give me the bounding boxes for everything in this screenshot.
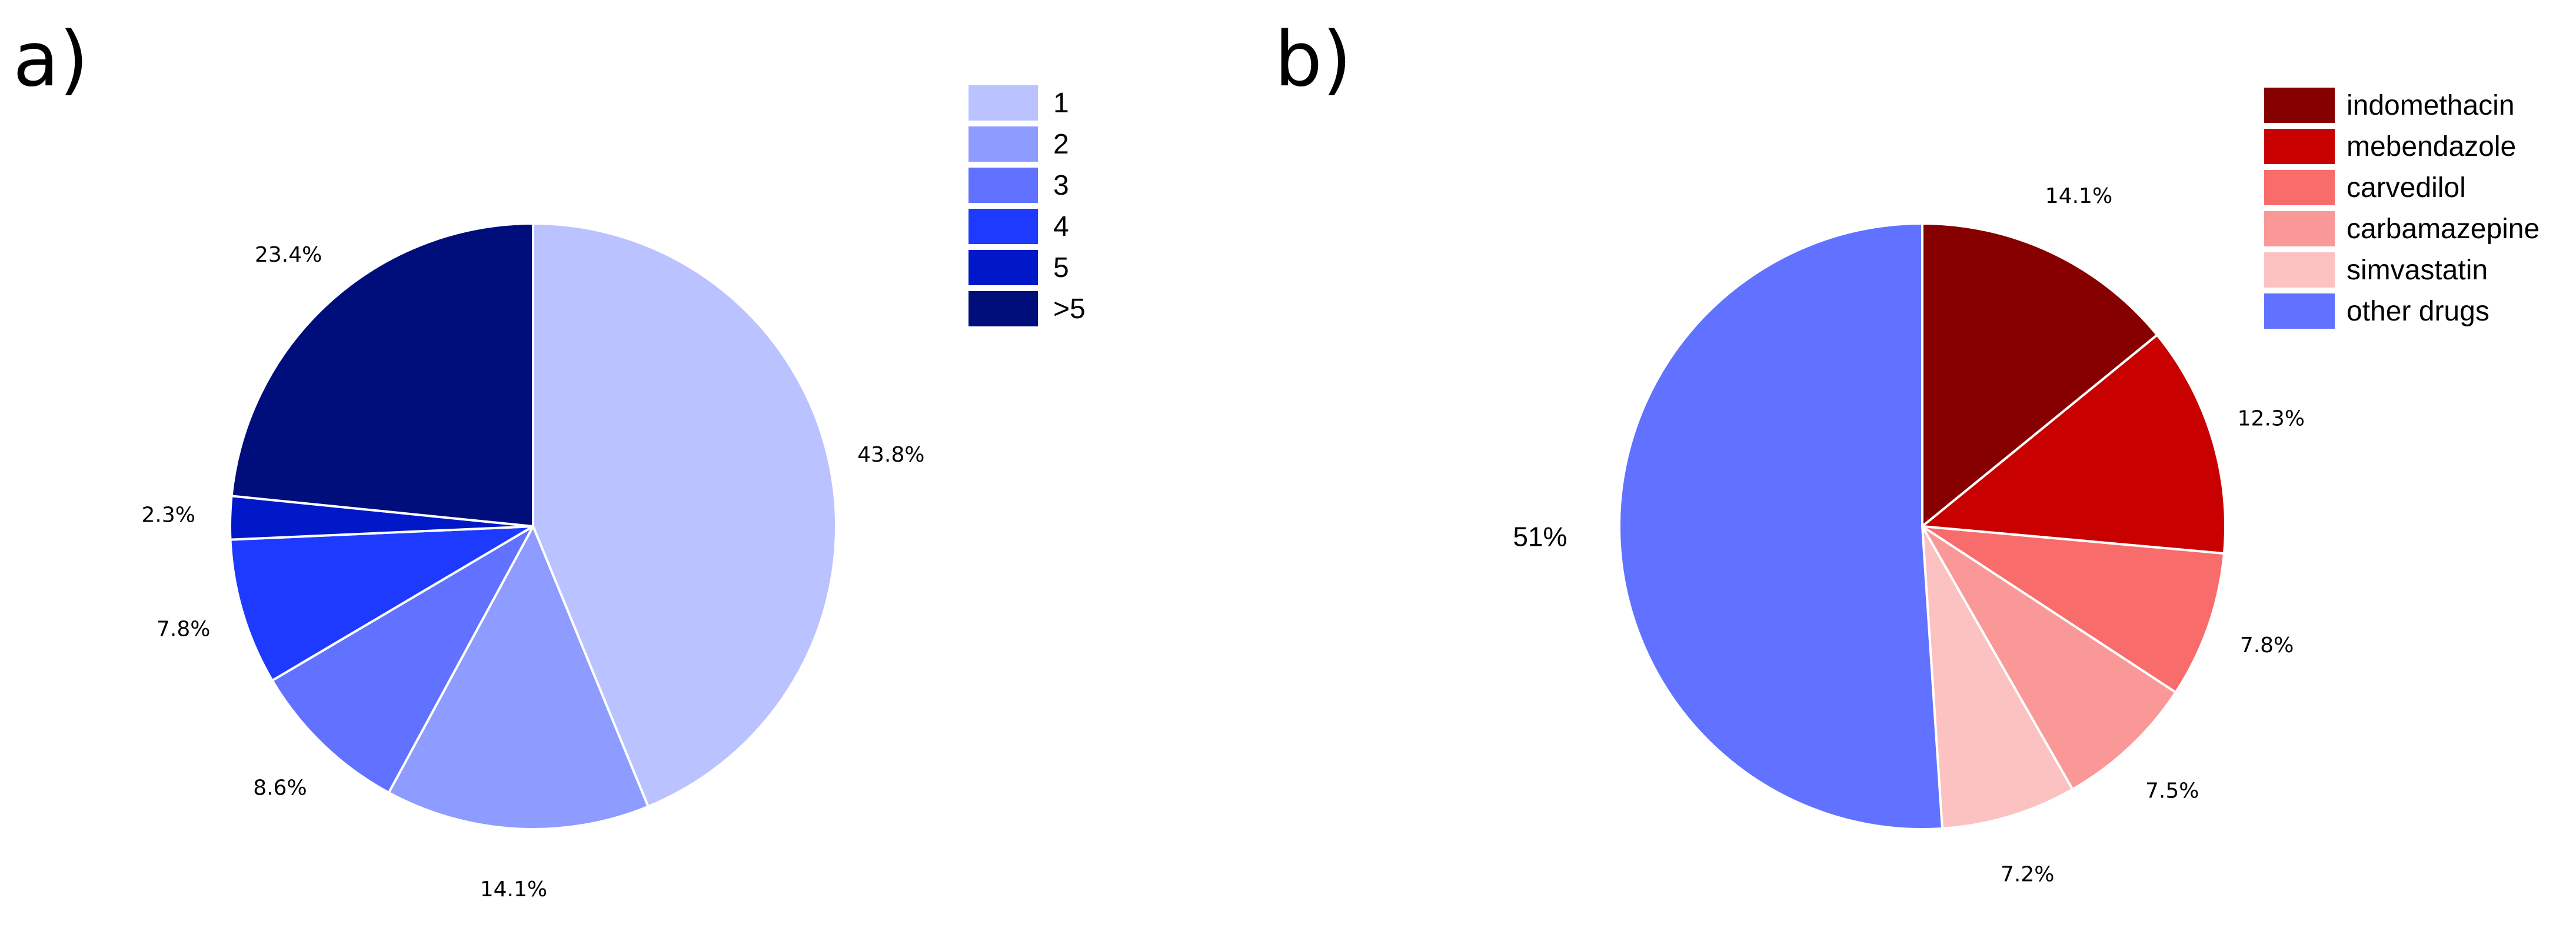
legend-item-simvastatin: simvastatin xyxy=(2264,249,2540,291)
legend-b: indomethacin mebendazole carvedilol carbama… xyxy=(2264,85,2540,332)
slice-label-4: 7.8% xyxy=(157,617,210,642)
legend-swatch-1 xyxy=(969,85,1038,121)
panel-label-a: a) xyxy=(13,16,89,104)
slice-label-other-drugs: 51% xyxy=(1513,522,1567,552)
chart-panel-a: a) 43.8% 14.1% 8.6% 7.8% 2.3% 23.4% 1 2 3 4 5 >5 xyxy=(0,0,1265,928)
pie-slice-other-drugs xyxy=(1618,222,1943,830)
legend-label-2: 2 xyxy=(1053,128,1069,160)
legend-label-5: 5 xyxy=(1053,252,1069,283)
legend-item-1: 1 xyxy=(969,82,1086,123)
pie-slice-3 xyxy=(271,525,534,794)
slice-label-carvedilol: 7.8% xyxy=(2240,633,2294,657)
legend-swatch-carvedilol xyxy=(2264,170,2335,205)
legend-item-4: 4 xyxy=(969,206,1086,247)
legend-swatch-mebendazole xyxy=(2264,129,2335,164)
legend-item-3: 3 xyxy=(969,165,1086,206)
chart-panel-b: b) 14.1% 12.3% 7.8% 7.5% 7.2% 51% indomethaci… xyxy=(1265,0,2576,928)
slice-label-mebendazole: 12.3% xyxy=(2238,406,2305,430)
legend-swatch-indomethacin xyxy=(2264,88,2335,123)
pie-chart-a: 43.8% 14.1% 8.6% 7.8% 2.3% 23.4% xyxy=(142,222,924,902)
legend-item-indomethacin: indomethacin xyxy=(2264,85,2540,126)
pie-slice-2 xyxy=(387,525,650,830)
slice-label-5: 2.3% xyxy=(142,503,195,527)
slice-label-simvastatin: 7.2% xyxy=(2001,863,2054,887)
pie-slice-4 xyxy=(229,525,534,682)
legend-swatch-simvastatin xyxy=(2264,252,2335,288)
legend-label-indomethacin: indomethacin xyxy=(2347,89,2515,121)
legend-item-2: 2 xyxy=(969,123,1086,165)
slice-label-carbamazepine: 7.5% xyxy=(2145,779,2199,803)
pie-slice-gt-5 xyxy=(230,222,534,528)
legend-label-4: 4 xyxy=(1053,211,1069,242)
slice-label-gt-5: 23.4% xyxy=(255,243,322,267)
legend-swatch-4 xyxy=(969,209,1038,244)
legend-swatch-gt-5 xyxy=(969,291,1038,326)
legend-item-gt-5: >5 xyxy=(969,288,1086,329)
panel-label-b: b) xyxy=(1274,16,1352,104)
pie-slice-1 xyxy=(532,222,837,808)
legend-swatch-carbamazepine xyxy=(2264,211,2335,246)
legend-label-gt-5: >5 xyxy=(1053,293,1086,325)
legend-swatch-5 xyxy=(969,250,1038,285)
pie-slice-simvastatin xyxy=(1921,525,2074,830)
slice-label-3: 8.6% xyxy=(253,776,307,800)
legend-swatch-2 xyxy=(969,126,1038,162)
pie-slice-mebendazole xyxy=(1921,333,2226,555)
pie-slice-indomethacin xyxy=(1921,222,2159,528)
legend-label-carbamazepine: carbamazepine xyxy=(2347,213,2540,245)
slice-label-2: 14.1% xyxy=(480,877,547,902)
pie-chart-b: 14.1% 12.3% 7.8% 7.5% 7.2% 51% xyxy=(1513,184,2305,887)
legend-item-other-drugs: other drugs xyxy=(2264,291,2540,332)
legend-label-3: 3 xyxy=(1053,169,1069,201)
legend-item-mebendazole: mebendazole xyxy=(2264,126,2540,167)
slice-label-indomethacin: 14.1% xyxy=(2045,184,2112,208)
pie-slice-carbamazepine xyxy=(1921,525,2177,791)
legend-item-5: 5 xyxy=(969,247,1086,288)
legend-a: 1 2 3 4 5 >5 xyxy=(969,82,1086,329)
legend-swatch-other-drugs xyxy=(2264,293,2335,329)
legend-label-carvedilol: carvedilol xyxy=(2347,172,2466,203)
legend-item-carbamazepine: carbamazepine xyxy=(2264,208,2540,249)
pie-slice-carvedilol xyxy=(1921,525,2225,694)
legend-swatch-3 xyxy=(969,168,1038,203)
slice-label-1: 43.8% xyxy=(857,443,924,467)
legend-label-other-drugs: other drugs xyxy=(2347,295,2490,327)
legend-item-carvedilol: carvedilol xyxy=(2264,167,2540,208)
legend-label-simvastatin: simvastatin xyxy=(2347,254,2488,286)
legend-label-mebendazole: mebendazole xyxy=(2347,131,2517,162)
legend-label-1: 1 xyxy=(1053,87,1069,119)
